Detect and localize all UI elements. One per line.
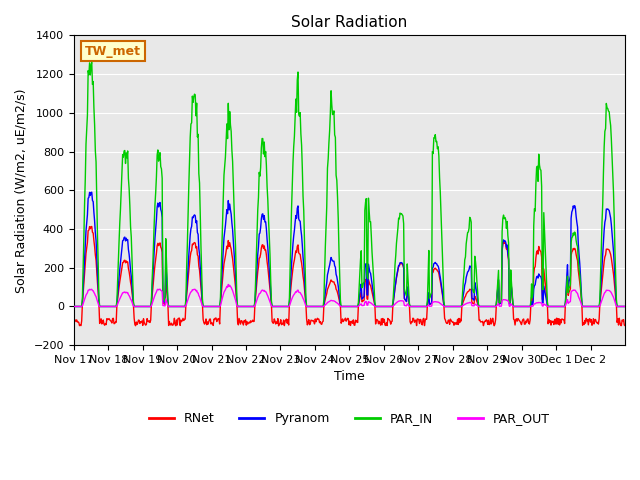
Pyranom [438,285,445,291]
RNet [408,319,415,325]
PAR_IN [237,304,244,310]
PAR_OUT [285,304,292,310]
Line: Pyranom: Pyranom [74,192,625,307]
PAR_OUT [621,304,629,310]
PAR_IN [438,233,445,239]
PAR_IN [88,60,95,65]
PAR_IN [135,304,143,310]
Pyranom [285,304,292,310]
Line: RNet: RNet [74,227,625,326]
Pyranom [407,304,415,310]
RNet [135,317,143,323]
Title: Solar Radiation: Solar Radiation [291,15,408,30]
RNet [621,323,629,328]
Pyranom [88,189,95,195]
PAR_OUT [225,282,232,288]
PAR_IN [407,304,415,310]
RNet [285,302,293,308]
RNet [88,224,95,229]
RNet [438,292,446,298]
Line: PAR_IN: PAR_IN [74,62,625,307]
PAR_OUT [407,304,415,310]
X-axis label: Time: Time [334,371,365,384]
Pyranom [135,304,143,310]
PAR_IN [285,304,292,310]
Legend: RNet, Pyranom, PAR_IN, PAR_OUT: RNet, Pyranom, PAR_IN, PAR_OUT [144,407,555,430]
RNet [275,323,282,329]
Pyranom [621,304,629,310]
PAR_OUT [134,304,142,310]
PAR_OUT [438,301,445,307]
PAR_IN [264,197,271,203]
PAR_OUT [70,304,77,310]
PAR_IN [70,304,77,310]
Text: TW_met: TW_met [85,45,141,58]
Y-axis label: Solar Radiation (W/m2, uE/m2/s): Solar Radiation (W/m2, uE/m2/s) [15,88,28,292]
PAR_OUT [237,304,244,310]
Pyranom [264,244,271,250]
RNet [264,264,271,270]
Line: PAR_OUT: PAR_OUT [74,285,625,307]
Pyranom [70,304,77,310]
PAR_OUT [264,293,271,299]
PAR_IN [621,304,629,310]
Pyranom [237,304,244,310]
RNet [237,321,244,327]
RNet [70,322,77,328]
